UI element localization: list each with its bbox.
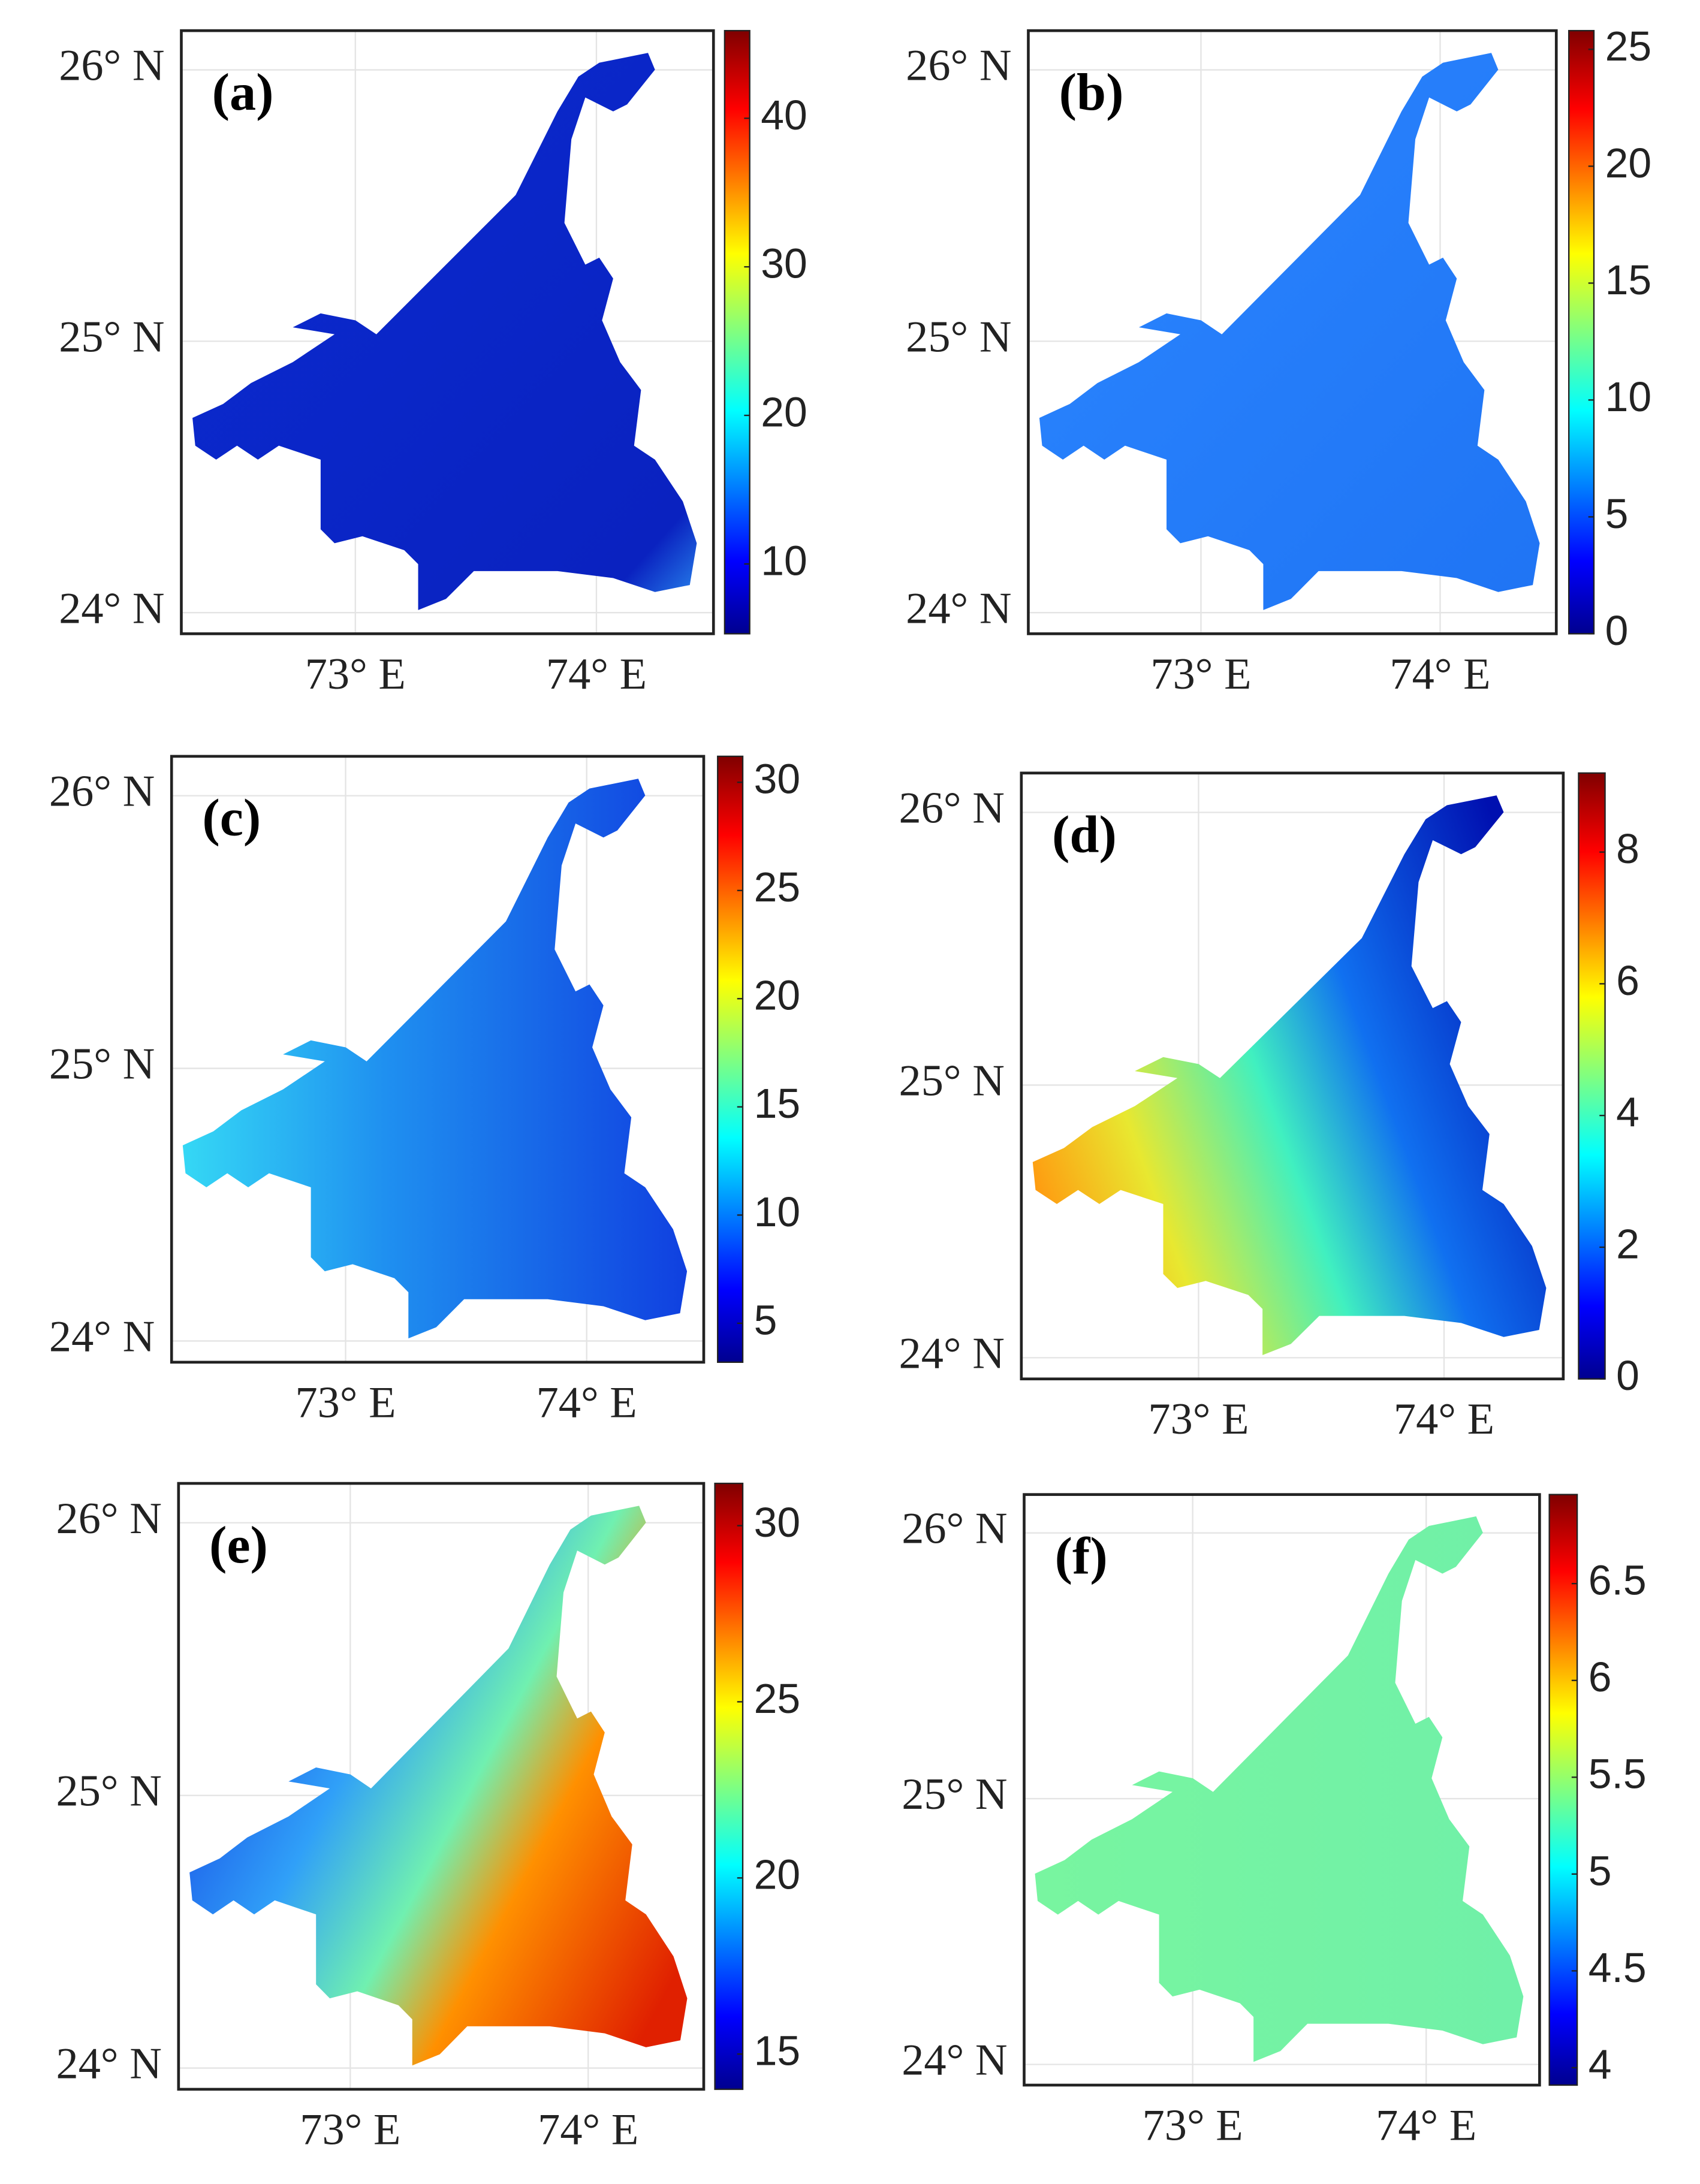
lon-label: 74° E [538,2105,638,2154]
colorbar-tick-label: 5.5 [1589,1751,1647,1797]
colorbar-tick-label: 4.5 [1589,1944,1647,1991]
lat-label: 25° N [56,1767,162,1816]
lat-label: 26° N [56,1494,162,1543]
panel-label: (b) [1059,63,1124,122]
lat-label: 24° N [56,2040,162,2089]
colorbar-tick-label: 20 [761,388,807,435]
lat-label: 26° N [899,784,1005,833]
panel-label: (f) [1055,1527,1108,1585]
colorbar-tick-label: 30 [754,1499,801,1546]
lat-label: 25° N [49,1040,155,1089]
colorbar-tick-label: 0 [1605,607,1629,654]
map-frame [1020,771,1565,1381]
lon-label: 74° E [536,1378,637,1427]
panel-label: (a) [212,63,274,122]
colorbar-tick-label: 4 [1616,1089,1639,1136]
lat-label: 25° N [59,312,164,361]
colorbar [714,1482,744,2091]
colorbar-tick-label: 6 [1616,957,1639,1004]
lat-label: 24° N [906,584,1011,633]
lon-label: 73° E [1143,2101,1243,2150]
lat-label: 25° N [902,1770,1007,1819]
colorbar-tick-label: 5 [1605,490,1629,537]
colorbar-tick-label: 2 [1616,1220,1639,1267]
colorbar-tick-label: 20 [1605,140,1652,186]
colorbar-tick-label: 5 [754,1296,777,1343]
colorbar-tick-label: 15 [1605,257,1652,303]
colorbar-tick-label: 10 [761,537,807,584]
map-frame [1023,1493,1541,2087]
map-frame [1027,29,1558,635]
colorbar [1548,1494,1578,2086]
colorbar-tick-label: 30 [754,756,801,803]
panel-label: (d) [1052,806,1117,864]
colorbar-tick-label: 15 [754,2028,801,2074]
panel-label: (c) [202,789,261,847]
lon-label: 74° E [1389,650,1490,699]
colorbar-tick-label: 40 [761,92,807,138]
lat-label: 26° N [902,1504,1007,1553]
panel-label: (e) [209,1516,268,1574]
lat-label: 24° N [49,1313,155,1362]
colorbar-tick-label: 4 [1589,2041,1612,2088]
colorbar-tick-label: 25 [754,864,801,910]
lat-label: 24° N [899,1329,1005,1378]
colorbar-tick-label: 25 [1605,23,1652,70]
colorbar [724,29,750,635]
lon-label: 73° E [1150,650,1251,699]
colorbar [1568,29,1595,635]
lon-label: 73° E [1148,1395,1249,1444]
colorbar-tick-label: 30 [761,240,807,287]
lat-label: 26° N [906,41,1011,91]
colorbar [717,755,744,1364]
lat-label: 24° N [59,584,164,633]
colorbar-tick-label: 6 [1589,1654,1612,1700]
colorbar-tick-label: 10 [1605,373,1652,420]
colorbar-tick-label: 15 [754,1080,801,1127]
lat-label: 25° N [906,312,1011,361]
lon-label: 73° E [295,1378,396,1427]
lat-label: 24° N [902,2036,1007,2085]
map-frame [177,1482,706,2091]
lon-label: 74° E [546,650,647,699]
map-frame [180,29,715,635]
colorbar [1578,772,1606,1380]
colorbar-tick-label: 20 [754,1851,801,1898]
colorbar-tick-label: 25 [754,1675,801,1722]
map-frame [170,755,706,1364]
colorbar-tick-label: 6.5 [1589,1557,1647,1604]
lon-label: 73° E [300,2105,400,2154]
lat-label: 26° N [49,767,155,816]
colorbar-tick-label: 0 [1616,1352,1639,1399]
colorbar-tick-label: 5 [1589,1847,1612,1894]
lat-label: 25° N [899,1057,1005,1106]
lon-label: 74° E [1376,2101,1476,2150]
colorbar-tick-label: 8 [1616,825,1639,872]
lon-label: 73° E [305,650,406,699]
colorbar-tick-label: 10 [754,1188,801,1235]
colorbar-tick-label: 20 [754,972,801,1019]
lon-label: 74° E [1394,1395,1494,1444]
lat-label: 26° N [59,41,164,91]
